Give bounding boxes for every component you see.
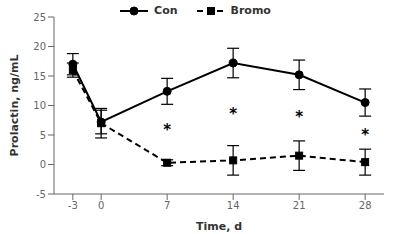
- svg-text:28: 28: [359, 200, 372, 211]
- svg-text:Prolactin, ng/mL: Prolactin, ng/mL: [8, 55, 21, 157]
- svg-text:*: *: [361, 126, 369, 144]
- svg-text:10: 10: [33, 100, 46, 111]
- svg-text:Time, d: Time, d: [196, 220, 242, 233]
- svg-text:14: 14: [227, 200, 240, 211]
- svg-text:15: 15: [33, 71, 46, 82]
- svg-text:25: 25: [33, 12, 46, 23]
- svg-text:-3: -3: [68, 200, 78, 211]
- svg-text:7: 7: [164, 200, 170, 211]
- svg-text:21: 21: [293, 200, 306, 211]
- svg-text:*: *: [163, 121, 171, 139]
- svg-text:*: *: [295, 108, 303, 126]
- html-text:Bromo: Bromo: [230, 4, 271, 17]
- svg-text:*: *: [229, 105, 237, 123]
- svg-text:5: 5: [40, 130, 46, 141]
- svg-text:-5: -5: [36, 189, 46, 200]
- svg-text:0: 0: [40, 159, 46, 170]
- svg-text:0: 0: [98, 200, 104, 211]
- svg-text:20: 20: [33, 41, 46, 52]
- html-text:Con: Con: [154, 4, 178, 17]
